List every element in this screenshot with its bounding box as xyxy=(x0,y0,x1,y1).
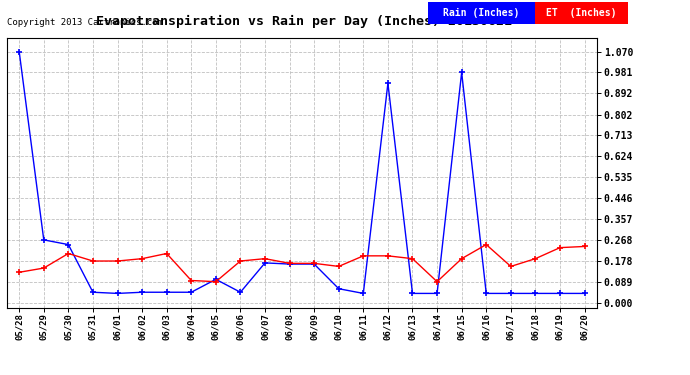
Text: Copyright 2013 Cartronics.com: Copyright 2013 Cartronics.com xyxy=(7,18,163,27)
Text: Evapotranspiration vs Rain per Day (Inches) 20130621: Evapotranspiration vs Rain per Day (Inch… xyxy=(96,15,511,28)
Text: ET  (Inches): ET (Inches) xyxy=(546,8,617,18)
Text: Rain (Inches): Rain (Inches) xyxy=(443,8,520,18)
